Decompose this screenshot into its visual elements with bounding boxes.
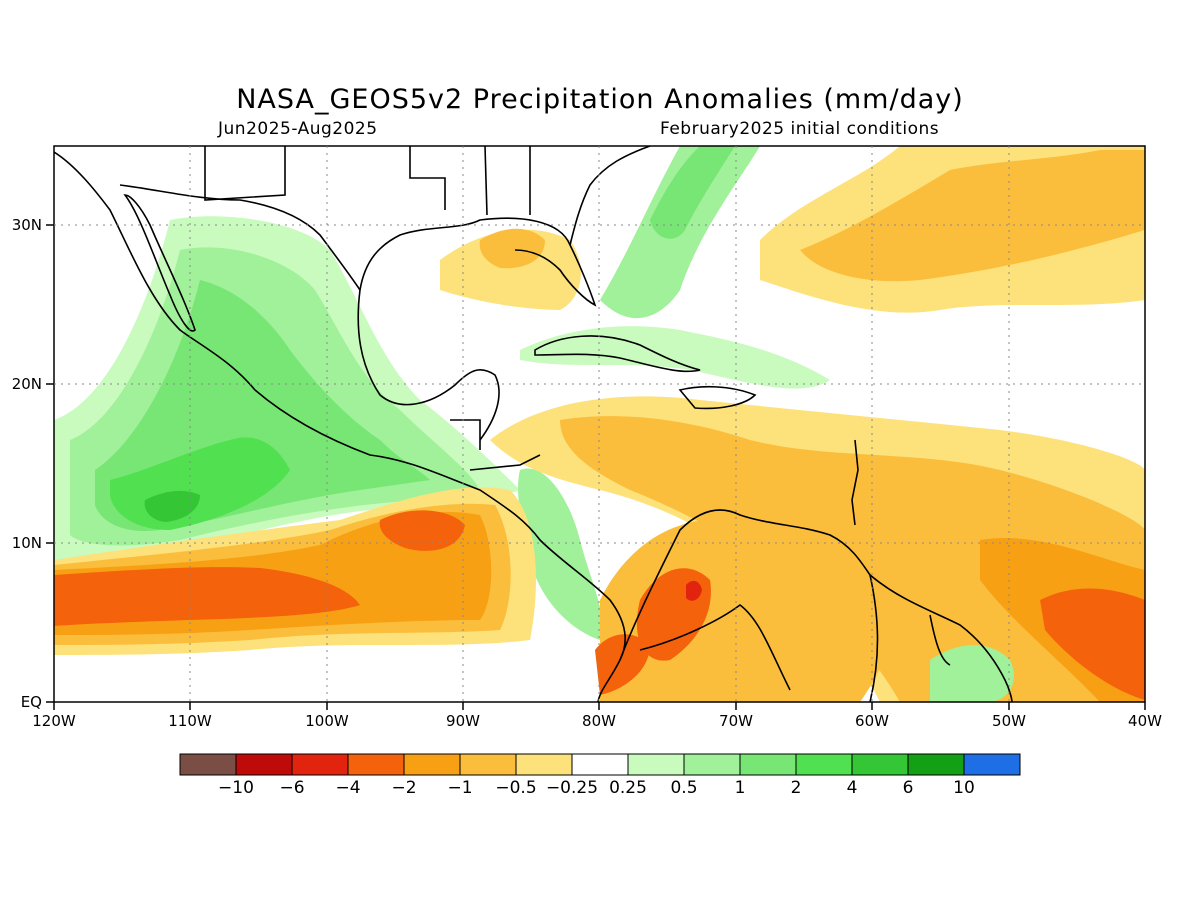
coastline-lesser-antilles [851,439,859,526]
dry-anomaly-subtropical-atlantic-mid [800,150,1145,282]
dry-anomaly-gulf-mid [479,228,545,269]
colorbar-label: −1 [447,778,472,798]
border-south-america [639,574,951,702]
colorbar-label: 6 [903,778,914,798]
colorbar-swatch [907,753,965,776]
colorbar-swatch [179,753,237,776]
border-central-america [450,419,541,471]
lat-label: EQ [21,693,42,711]
colorbar-label: −2 [391,778,416,798]
latitude-labels: EQ 10N 20N 30N [12,216,42,711]
dry-anomaly-itcz-east-core [379,510,465,551]
lon-label: 110W [168,712,212,730]
lon-label: 40W [1128,712,1162,730]
colorbar-swatch [795,753,853,776]
dry-anomaly-south-america-peak [686,580,702,601]
colorbar-label: 0.25 [609,778,647,798]
dry-anomaly-atlantic-east-core [1040,588,1145,700]
colorbar-label: −10 [218,778,254,798]
anomaly-field [54,146,1145,702]
colorbar-swatch [291,753,349,776]
dry-anomaly-gulf [440,229,581,310]
dry-anomaly-itcz-core [54,567,360,626]
colorbar-label: 4 [847,778,858,798]
colorbar-swatch [627,753,685,776]
coastline-hispaniola [678,385,757,410]
colorbar-labels: −10 −6 −4 −2 −1 −0.5 −0.25 0.25 0.5 1 2 4 6 10 [218,778,975,798]
wet-anomaly-pacific-peak [144,490,200,522]
colorbar-swatch [403,753,461,776]
lon-label: 100W [305,712,349,730]
colorbar-swatch [347,753,405,776]
colorbar-swatch [515,753,573,776]
colorbar-label: 1 [735,778,746,798]
coastline-gulf-of-mexico [357,217,597,441]
colorbar-label: −0.25 [546,778,598,798]
colorbar-label: 0.5 [670,778,697,798]
lat-label: 30N [12,216,42,234]
border-us-mexico [119,184,361,291]
graticule [54,146,1145,702]
coastline-baja [123,194,196,332]
border-us-states [204,146,531,216]
dry-anomaly-caribbean-mid [560,416,1145,702]
lon-label: 120W [32,712,76,730]
colorbar-swatch [739,753,797,776]
colorbar-label: −0.5 [495,778,536,798]
longitude-labels: 120W 110W 100W 90W 80W 70W 60W 50W 40W [32,712,1162,730]
colorbar-swatch [963,753,1021,776]
axis-ticks [46,224,1146,710]
lon-label: 80W [582,712,616,730]
map-title: NASA_GEOS5v2 Precipitation Anomalies (mm… [236,84,964,115]
lon-label: 70W [719,712,753,730]
coastline-south-america-north [619,509,1013,702]
lat-label: 20N [12,375,42,393]
colorbar-swatch [851,753,909,776]
coastline-mexico-pacific [54,151,626,702]
colorbar-label: 2 [791,778,802,798]
lon-label: 60W [855,712,889,730]
lon-label: 90W [446,712,480,730]
initial-conditions-note: February2025 initial conditions [660,119,940,139]
colorbar-label: −4 [335,778,360,798]
colorbar-swatch [235,753,293,776]
wet-anomaly-atlantic-plume-inner [650,146,735,239]
colorbar-swatch [459,753,517,776]
colorbar-swatch [571,753,629,776]
coastlines [54,146,1013,702]
wet-anomaly-caribbean [520,326,830,389]
wet-anomaly-central-america [518,468,603,640]
colorbar-label: −6 [279,778,304,798]
forecast-period: Jun2025-Aug2025 [218,119,378,139]
colorbar-label: 10 [953,778,975,798]
coastline-us-gulf-atlantic [569,146,651,246]
lon-label: 50W [992,712,1026,730]
colorbar [179,753,1021,776]
lat-label: 10N [12,534,42,552]
colorbar-swatch [683,753,741,776]
